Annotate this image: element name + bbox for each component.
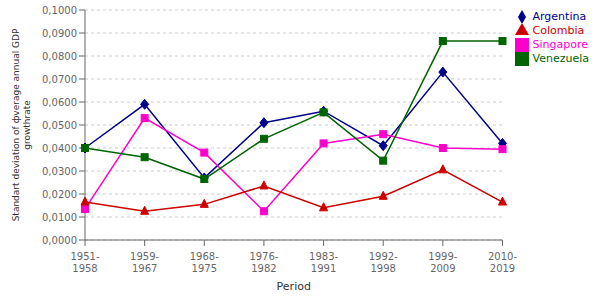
svg-text:0,0000: 0,0000 <box>42 235 77 246</box>
svg-text:0,0200: 0,0200 <box>42 189 77 200</box>
svg-text:0,0900: 0,0900 <box>42 28 77 39</box>
html-text:Argentina: Argentina <box>532 10 587 23</box>
svg-text:0,0400: 0,0400 <box>42 143 77 154</box>
svg-text:0,0100: 0,0100 <box>42 212 77 223</box>
html-text:Colombia: Colombia <box>532 24 585 37</box>
svg-text:Period: Period <box>277 280 311 293</box>
svg-text:0,0500: 0,0500 <box>42 120 77 131</box>
svg-text:1951-1958: 1951-1958 <box>70 251 99 274</box>
svg-text:1983-1991: 1983-1991 <box>309 251 338 274</box>
svg-text:1976-1982: 1976-1982 <box>249 251 278 274</box>
svg-text:1999-2009: 1999-2009 <box>428 251 457 274</box>
svg-text:1992-1998: 1992-1998 <box>369 251 398 274</box>
svg-text:Standart deviation of фverage: Standart deviation of фverage annual GDP… <box>11 28 32 221</box>
svg-text:1968-1975: 1968-1975 <box>190 251 219 274</box>
svg-text:1959-1967: 1959-1967 <box>130 251 159 274</box>
svg-text:0,0600: 0,0600 <box>42 97 77 108</box>
svg-text:0,0800: 0,0800 <box>42 51 77 62</box>
svg-text:0,0700: 0,0700 <box>42 74 77 85</box>
html-text:Singapore: Singapore <box>532 38 588 51</box>
html-text:Venezuela: Venezuela <box>532 52 589 65</box>
svg-text:0,0300: 0,0300 <box>42 166 77 177</box>
svg-text:2010-2019: 2010-2019 <box>488 251 517 274</box>
svg-text:0,1000: 0,1000 <box>42 5 77 16</box>
